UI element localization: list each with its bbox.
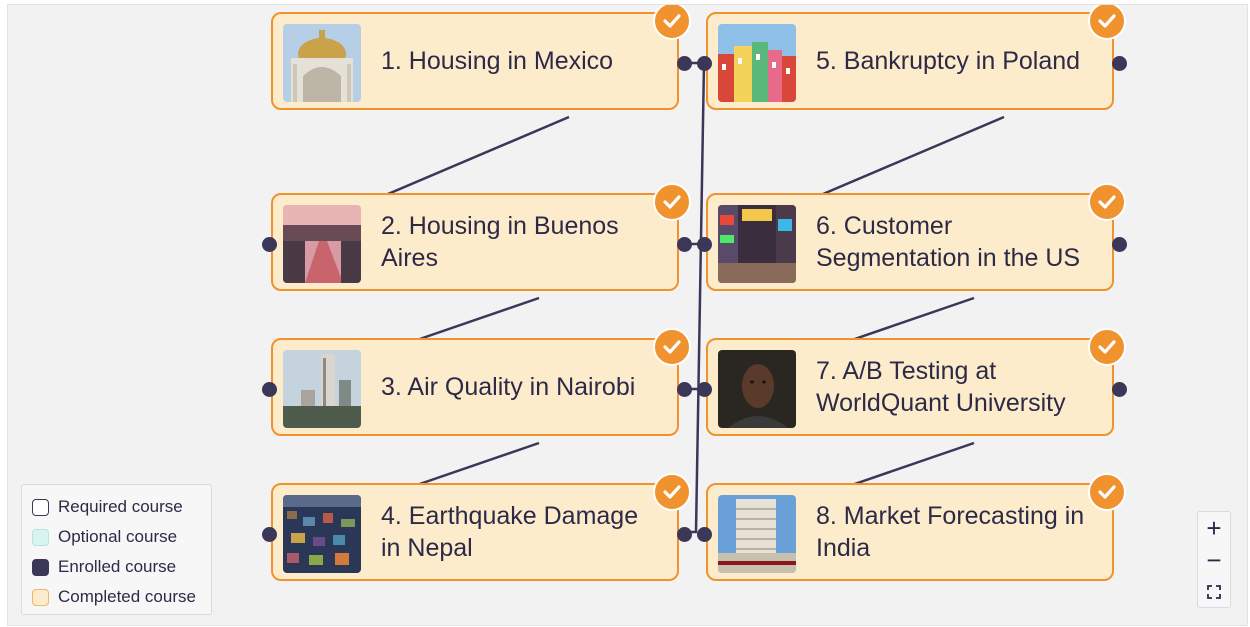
completed-check-icon (1088, 328, 1126, 366)
zoom-out-button[interactable]: − (1198, 544, 1230, 576)
course-title: 3. Air Quality in Nairobi (381, 373, 636, 401)
legend-item-optional: Optional course (22, 522, 211, 552)
connector-dot (1112, 237, 1127, 252)
course-card-1[interactable]: 1. Housing in Mexico (271, 12, 679, 110)
connector-dot (697, 382, 712, 397)
zoom-controls: + − (1197, 511, 1231, 608)
course-card-4[interactable]: 4. Earthquake Damage in Nepal (271, 483, 679, 581)
course-title: 7. A/B Testing at WorldQuant University (816, 357, 1066, 417)
legend-label: Optional course (58, 527, 178, 546)
connector-dot (1112, 382, 1127, 397)
connector-dot (677, 56, 692, 71)
completed-check-icon (653, 328, 691, 366)
connector-dot (262, 382, 277, 397)
course-title: 8. Market Forecasting in India (816, 502, 1085, 562)
legend-label: Enrolled course (58, 557, 177, 576)
course-card-7[interactable]: 7. A/B Testing at WorldQuant University (706, 338, 1114, 436)
completed-check-icon (653, 183, 691, 221)
course-card-3[interactable]: 3. Air Quality in Nairobi (271, 338, 679, 436)
legend-item-required: Required course (22, 492, 211, 522)
course-image (283, 24, 361, 102)
zoom-in-button[interactable]: + (1198, 512, 1230, 544)
zoom-out-icon: − (1206, 545, 1222, 575)
course-image (718, 350, 796, 428)
course-image (718, 495, 796, 573)
fit-view-button[interactable] (1198, 576, 1230, 608)
completed-check-icon (1088, 5, 1126, 40)
course-legend: Required course Optional course Enrolled… (21, 484, 212, 615)
optional-swatch (32, 528, 49, 546)
nepal-hillside-image (283, 495, 361, 573)
nairobi-skyline-image (283, 350, 361, 428)
course-card-2[interactable]: 2. Housing in Buenos Aires (271, 193, 679, 291)
connector-dot (697, 527, 712, 542)
connector-dot (697, 56, 712, 71)
course-card-8[interactable]: 8. Market Forecasting in India (706, 483, 1114, 581)
student-portrait-image (718, 350, 796, 428)
connector-dot (262, 527, 277, 542)
course-image (718, 205, 796, 283)
connector-dot (1112, 56, 1127, 71)
connector-dot (677, 527, 692, 542)
required-swatch (32, 498, 49, 516)
course-image (718, 24, 796, 102)
completed-swatch (32, 588, 49, 606)
times-square-image (718, 205, 796, 283)
mexico-palace-image (283, 24, 361, 102)
course-title: 1. Housing in Mexico (381, 47, 614, 75)
course-title: 5. Bankruptcy in Poland (816, 47, 1081, 75)
poland-houses-image (718, 24, 796, 102)
enrolled-swatch (32, 558, 49, 576)
legend-item-completed: Completed course (22, 582, 211, 612)
completed-check-icon (653, 473, 691, 511)
course-image (283, 350, 361, 428)
course-image (283, 495, 361, 573)
legend-label: Completed course (58, 587, 196, 606)
course-image (283, 205, 361, 283)
bombay-stock-exchange-image (718, 495, 796, 573)
fit-view-icon (1207, 585, 1221, 599)
course-title: 6. Customer Segmentation in the US (816, 212, 1081, 272)
zoom-in-icon: + (1206, 513, 1222, 543)
buenos-aires-canal-image (283, 205, 361, 283)
course-title: 4. Earthquake Damage in Nepal (381, 502, 639, 562)
completed-check-icon (1088, 183, 1126, 221)
connector-dot (697, 237, 712, 252)
course-map-canvas[interactable]: 1. Housing in Mexico 2. Housing in Bueno… (7, 4, 1248, 626)
connector-dot (677, 382, 692, 397)
course-card-6[interactable]: 6. Customer Segmentation in the US (706, 193, 1114, 291)
connector-dot (677, 237, 692, 252)
completed-check-icon (1088, 473, 1126, 511)
course-title: 2. Housing in Buenos Aires (381, 212, 619, 272)
legend-label: Required course (58, 497, 183, 516)
legend-item-enrolled: Enrolled course (22, 552, 211, 582)
completed-check-icon (653, 5, 691, 40)
course-card-5[interactable]: 5. Bankruptcy in Poland (706, 12, 1114, 110)
connector-dot (262, 237, 277, 252)
